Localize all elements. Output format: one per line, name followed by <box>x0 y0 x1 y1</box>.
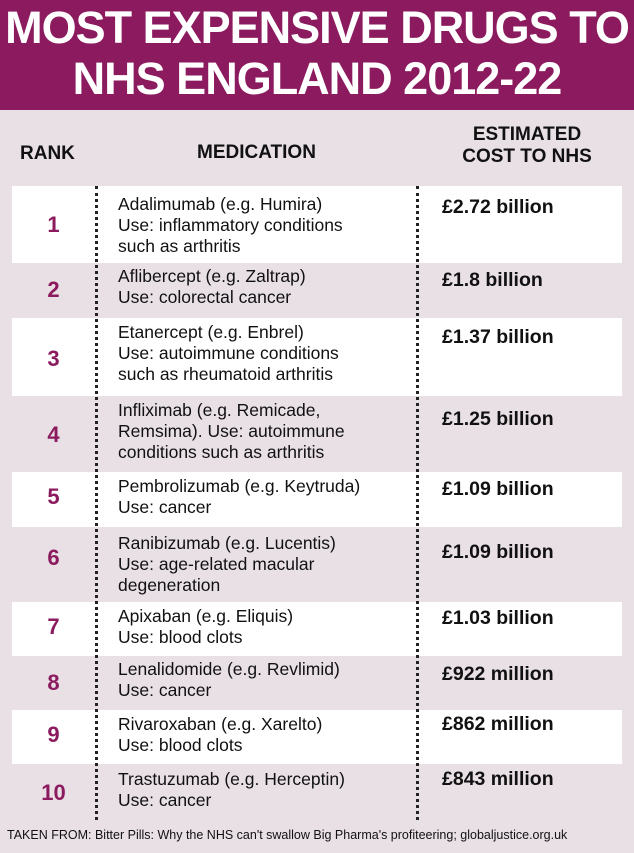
header-cost-line-1: ESTIMATED <box>472 124 582 145</box>
medication-line: Use: cancer <box>118 680 212 700</box>
table-row: 5 Pembrolizumab (e.g. Keytruda) Use: cance… <box>12 472 622 527</box>
cost-cell: £1.09 billion <box>442 478 554 500</box>
header-cost: ESTIMATED COST TO NHS <box>455 124 599 168</box>
table-row: 6 Ranibizumab (e.g. Lucentis) Use: age-rel… <box>12 527 622 602</box>
rank-number: 8 <box>47 670 60 695</box>
medication-line: Remsima). Use: autoimmune <box>118 421 345 441</box>
medication-line: Use: blood clots <box>118 735 243 755</box>
title-line-2: NHS ENGLAND 2012-22 <box>72 53 563 104</box>
rank-number: 6 <box>47 545 60 570</box>
header-rank: RANK <box>20 143 75 164</box>
cost-cell: £1.09 billion <box>442 541 554 563</box>
cost-cell: £1.25 billion <box>442 408 554 430</box>
medication-line: Aflibercept (e.g. Zaltrap) <box>118 266 306 286</box>
medication-line: Etanercept (e.g. Enbrel) <box>118 322 304 342</box>
medication-line: Trastuzumab (e.g. Herceptin) <box>118 769 345 789</box>
medication-line: Ranibizumab (e.g. Lucentis) <box>118 533 336 553</box>
medication-cell: Infliximab (e.g. Remicade, Remsima). Use:… <box>118 400 428 463</box>
header-cost-line-2: COST TO NHS <box>462 146 592 167</box>
medication-line: Apixaban (e.g. Eliquis) <box>118 606 294 626</box>
medication-line: Use: autoimmune conditions <box>118 343 339 363</box>
rank-number: 2 <box>47 277 60 302</box>
medication-line: Pembrolizumab (e.g. Keytruda) <box>118 476 361 496</box>
medication-cell: Pembrolizumab (e.g. Keytruda) Use: cancer <box>118 476 428 518</box>
rank-number: 7 <box>47 614 60 639</box>
medication-line: conditions such as arthritis <box>118 442 325 462</box>
medication-line: Rivaroxaban (e.g. Xarelto) <box>118 714 323 734</box>
medication-cell: Trastuzumab (e.g. Herceptin) Use: cancer <box>118 769 428 811</box>
medication-line: Adalimumab (e.g. Humira) <box>118 194 323 214</box>
table-row: 9 Rivaroxaban (e.g. Xarelto) Use: blood cl… <box>12 710 622 764</box>
table-row: 1 Adalimumab (e.g. Humira) Use: inflammato… <box>12 186 622 263</box>
rank-number: 3 <box>47 346 60 371</box>
medication-line: degeneration <box>118 575 221 595</box>
table-row: 2 Aflibercept (e.g. Zaltrap) Use: colorect… <box>12 263 622 318</box>
medication-cell: Ranibizumab (e.g. Lucentis) Use: age-rela… <box>118 533 428 596</box>
medication-cell: Lenalidomide (e.g. Revlimid) Use: cancer <box>118 659 428 701</box>
cost-cell: £862 million <box>442 713 554 735</box>
rank-number: 1 <box>47 212 60 237</box>
title-line-1: MOST EXPENSIVE DRUGS TO <box>5 2 630 53</box>
medication-line: such as rheumatoid arthritis <box>118 364 333 384</box>
table-row: 4 Infliximab (e.g. Remicade, Remsima). Use… <box>12 396 622 472</box>
medication-line: Use: cancer <box>118 790 212 810</box>
table-row: 3 Etanercept (e.g. Enbrel) Use: autoimmune… <box>12 318 622 396</box>
medication-line: Lenalidomide (e.g. Revlimid) <box>118 659 340 679</box>
medication-line: Use: cancer <box>118 497 212 517</box>
title-banner: MOST EXPENSIVE DRUGS TO NHS ENGLAND 2012… <box>0 0 634 110</box>
table-row: 8 Lenalidomide (e.g. Revlimid) Use: cancer… <box>12 656 622 710</box>
table-row: 10 Trastuzumab (e.g. Herceptin) Use: cance… <box>12 764 622 820</box>
medication-cell: Rivaroxaban (e.g. Xarelto) Use: blood clo… <box>118 714 428 756</box>
medication-cell: Adalimumab (e.g. Humira) Use: inflammator… <box>118 194 428 257</box>
column-divider-left <box>95 186 98 820</box>
table-row: 7 Apixaban (e.g. Eliquis) Use: blood clots… <box>12 602 622 656</box>
medication-line: Use: inflammatory conditions <box>118 215 343 235</box>
medication-line: Use: colorectal cancer <box>118 287 292 307</box>
rank-number: 10 <box>41 780 66 805</box>
medication-line: Infliximab (e.g. Remicade, <box>118 400 321 420</box>
medication-cell: Aflibercept (e.g. Zaltrap) Use: colorecta… <box>118 266 428 308</box>
rank-number: 5 <box>47 484 60 509</box>
column-divider-right <box>416 186 419 820</box>
cost-cell: £922 million <box>442 663 554 685</box>
header-medication: MEDICATION <box>197 142 316 163</box>
cost-cell: £2.72 billion <box>442 196 554 218</box>
rank-number: 9 <box>47 722 60 747</box>
medication-cell: Apixaban (e.g. Eliquis) Use: blood clots <box>118 606 428 648</box>
cost-cell: £1.03 billion <box>442 607 554 629</box>
cost-cell: £843 million <box>442 768 554 790</box>
medication-line: such as arthritis <box>118 236 241 256</box>
rank-number: 4 <box>47 422 60 447</box>
medication-cell: Etanercept (e.g. Enbrel) Use: autoimmune … <box>118 322 428 385</box>
medication-line: Use: age-related macular <box>118 554 315 574</box>
cost-cell: £1.37 billion <box>442 326 554 348</box>
source-footer: TAKEN FROM: Bitter Pills: Why the NHS ca… <box>7 828 568 842</box>
medication-line: Use: blood clots <box>118 627 243 647</box>
cost-cell: £1.8 billion <box>442 269 543 291</box>
